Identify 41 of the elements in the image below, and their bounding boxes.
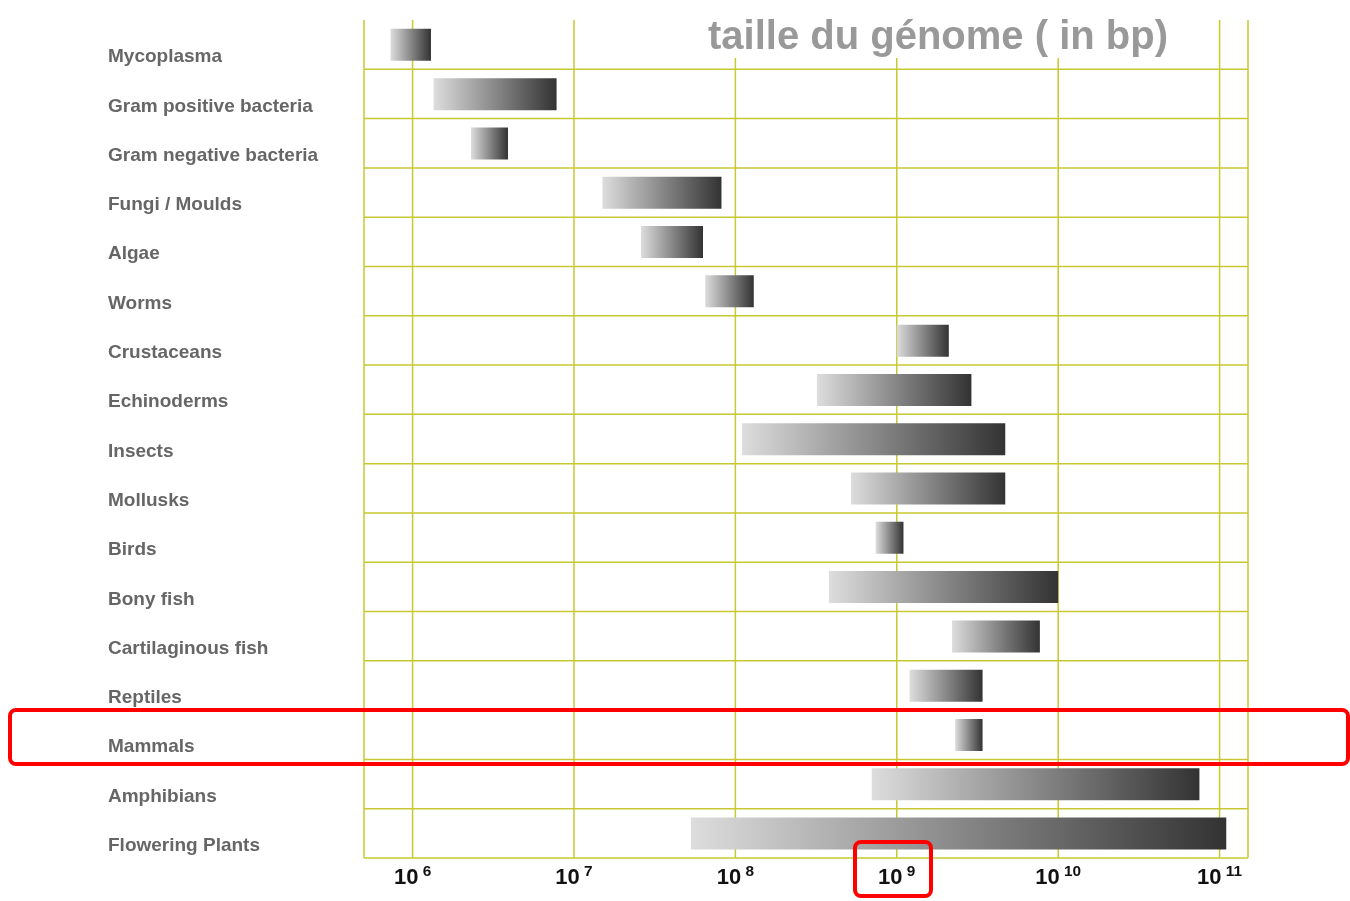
y-tick-label: Algae [108,242,160,264]
x-tick-label: 10$^{10}$ [1035,861,1082,889]
y-tick-label: Birds [108,538,157,560]
chart-title: taille du génome ( in bp) [708,12,1168,58]
bar [875,521,904,554]
x-tick-label: 10$^{8}$ [716,861,755,889]
y-tick-label: Insects [108,439,174,461]
y-tick-label: Amphibians [108,784,217,806]
y-tick-label: Echinoderms [108,390,229,412]
y-tick-label: Gram positive bacteria [108,94,314,116]
bar [955,718,983,751]
y-tick-label: Worms [108,291,173,313]
bar [871,768,1200,801]
y-tick-label: Mollusks [108,488,190,510]
y-tick-label: Mycoplasma [108,45,223,67]
y-tick-label: Flowering Plants [108,834,261,855]
x-tick-label: 10$^{9}$ [878,861,916,889]
bar [952,620,1040,653]
bar [690,817,1227,850]
bar [850,472,1006,505]
bar [433,78,557,111]
y-tick-label: Reptiles [108,686,182,708]
y-tick-label: Crustaceans [108,341,223,363]
y-tick-label: Mammals [108,735,195,757]
y-tick-label: Bony fish [108,587,195,609]
bar [390,28,431,61]
bar [828,571,1059,604]
bar [816,373,972,406]
x-tick-label: 10$^{11}$ [1197,861,1243,889]
y-tick-label: Gram negative bacteria [108,143,319,165]
bar [705,275,754,308]
bar [640,226,703,259]
x-tick-label: 10$^{7}$ [555,861,593,889]
bar [896,324,949,357]
bar [470,127,508,160]
y-tick-label: Fungi / Moulds [108,193,243,215]
y-tick-label: Cartilaginous fish [108,636,269,658]
x-tick-label: 10$^{6}$ [393,861,432,889]
bar [909,669,983,702]
bar [742,423,1006,456]
bar [602,176,722,209]
